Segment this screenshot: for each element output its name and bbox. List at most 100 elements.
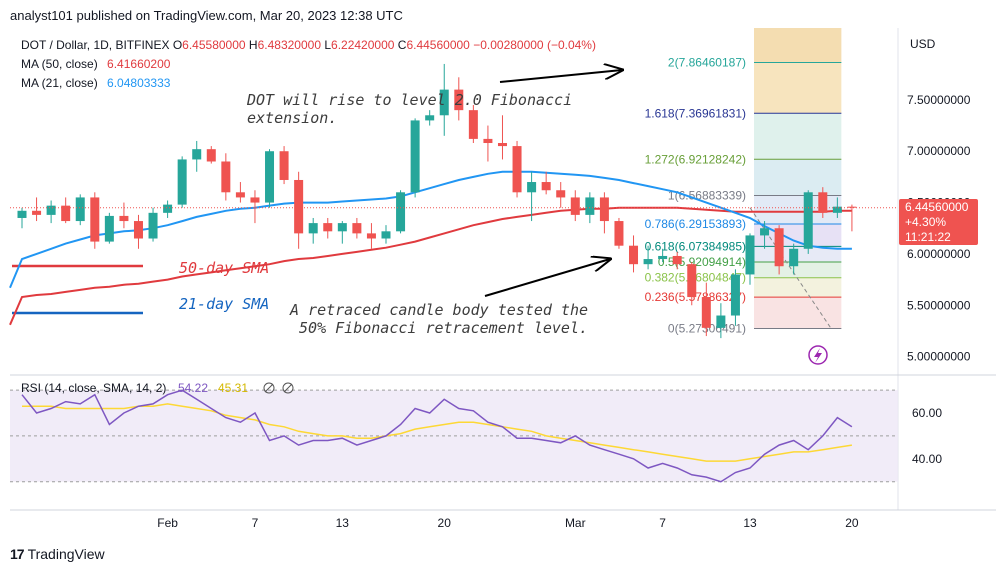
fib-level-label: 0.618(6.07384985)	[645, 239, 746, 253]
fib-level-label: 1.618(7.36961831)	[645, 106, 746, 120]
tradingview-logo-icon: 17	[10, 546, 25, 562]
hide-icon-slash	[264, 383, 274, 393]
time-axis-tick: Mar	[565, 516, 586, 530]
open-label: O	[172, 38, 183, 52]
time-axis-tick: 13	[743, 516, 757, 530]
time-axis-tick: 7	[659, 516, 666, 530]
candle-body	[730, 274, 740, 316]
time-axis-tick: 20	[845, 516, 859, 530]
candle-body	[163, 204, 173, 213]
candle-body	[119, 215, 129, 222]
candle-body	[279, 151, 289, 180]
candle-body	[585, 197, 595, 215]
candle-body	[643, 259, 653, 265]
candle-body	[46, 205, 56, 215]
time-axis-tick: 13	[336, 516, 350, 530]
candle-body	[294, 179, 304, 234]
candle-body	[410, 120, 420, 193]
ma50-legend-label: MA (50, close)	[21, 57, 98, 71]
annotation-retracement-line1: A retraced candle body tested the	[290, 301, 589, 319]
rsi-line	[21, 389, 853, 483]
candle-body	[468, 110, 478, 139]
hide-icon-slash	[283, 383, 293, 393]
candle-body	[265, 151, 275, 203]
fib-zone	[754, 195, 842, 224]
candle-body	[192, 149, 202, 160]
candle-body	[206, 149, 216, 162]
candle-body	[308, 223, 318, 234]
ma50-line	[9, 206, 852, 326]
candle-body	[381, 231, 391, 239]
bar-countdown: 11:21:22	[905, 230, 951, 244]
high-value: 6.48320000	[257, 38, 321, 52]
candle-body	[570, 197, 580, 215]
publish-caption: analyst101 published on TradingView.com,…	[10, 8, 403, 23]
candle-body	[90, 197, 100, 242]
fib-zone	[754, 297, 842, 329]
rsi-sma-line	[22, 403, 853, 462]
rsi-legend-label: RSI (14, close, SMA, 14, 2)	[21, 381, 166, 395]
fib-zone	[754, 62, 842, 114]
fib-trend-line	[749, 207, 832, 330]
annotation-retracement-line2: 50% Fibonacci retracement level.	[290, 319, 589, 337]
candle-body	[352, 223, 362, 234]
candle-body	[847, 206, 857, 208]
candle-body	[454, 89, 464, 111]
price-axis-tick: 6.00000000	[907, 247, 971, 261]
candle-body	[527, 182, 537, 193]
price-axis-tick: 7.50000000	[907, 93, 971, 107]
candle-body	[512, 146, 522, 193]
price-axis-tick: 5.00000000	[907, 350, 971, 364]
candle-body	[541, 182, 551, 191]
candle-body	[789, 248, 799, 267]
candle-body	[250, 197, 260, 203]
change-value: −0.00280000 (−0.04%)	[473, 38, 596, 52]
ma50-legend[interactable]: MA (50, close) 6.41660200	[21, 57, 170, 71]
candle-body	[366, 233, 376, 239]
fib-level-label: 1(6.56883339)	[668, 188, 746, 202]
price-axis-unit: USD	[910, 37, 936, 51]
fib-zone	[754, 159, 842, 196]
candle-body	[483, 138, 493, 144]
candle-body	[556, 190, 566, 198]
candle-body	[439, 89, 449, 116]
last-price: 6.44560000	[905, 200, 969, 214]
candle-body	[672, 255, 682, 265]
price-axis-tick: 7.00000000	[907, 144, 971, 158]
low-label: L	[324, 38, 332, 52]
candle-body	[614, 221, 624, 246]
symbol-name: DOT / Dollar, 1D, BITFINEX	[21, 38, 170, 52]
fib-level-label: 2(7.86460187)	[668, 55, 746, 69]
candle-body	[177, 159, 187, 205]
candle-body	[774, 228, 784, 267]
annotation-fib-extension: DOT will rise to level 2.0 Fibonacci ext…	[247, 91, 572, 127]
footer-brand[interactable]: 17 TradingView	[10, 546, 105, 562]
annotation-fib-extension-line2: extension.	[247, 109, 338, 127]
close-label: C	[397, 38, 407, 52]
hide-icon	[282, 382, 294, 394]
ma21-legend-label: MA (21, close)	[21, 76, 98, 90]
candle-body	[803, 192, 813, 249]
hide-icon	[263, 382, 275, 394]
candle-body	[658, 255, 668, 260]
fib-level-label: 1.272(6.92128242)	[645, 152, 746, 166]
candle-body	[832, 206, 842, 213]
symbol-legend: DOT / Dollar, 1D, BITFINEX O6.45580000 H…	[21, 38, 596, 52]
rsi-axis-tick: 40.00	[912, 452, 942, 466]
sma21-annotation: 21-day SMA	[179, 295, 270, 313]
fib-zone	[754, 113, 842, 160]
ma21-line	[9, 170, 852, 289]
candle-body	[745, 235, 755, 275]
candle-body	[497, 143, 507, 147]
fib-extension-zone	[754, 28, 842, 63]
candle-body	[629, 245, 639, 265]
ma50-legend-value: 6.41660200	[107, 57, 171, 71]
ma21-legend[interactable]: MA (21, close) 6.04803333	[21, 76, 170, 90]
annotation-retracement: A retraced candle body tested the 50% Fi…	[290, 301, 588, 337]
alert-icon	[808, 345, 828, 365]
lightning-icon	[814, 348, 822, 363]
candle-body	[599, 197, 609, 222]
sma50-annotation: 50-day SMA	[179, 259, 270, 277]
candle-body	[425, 115, 435, 121]
